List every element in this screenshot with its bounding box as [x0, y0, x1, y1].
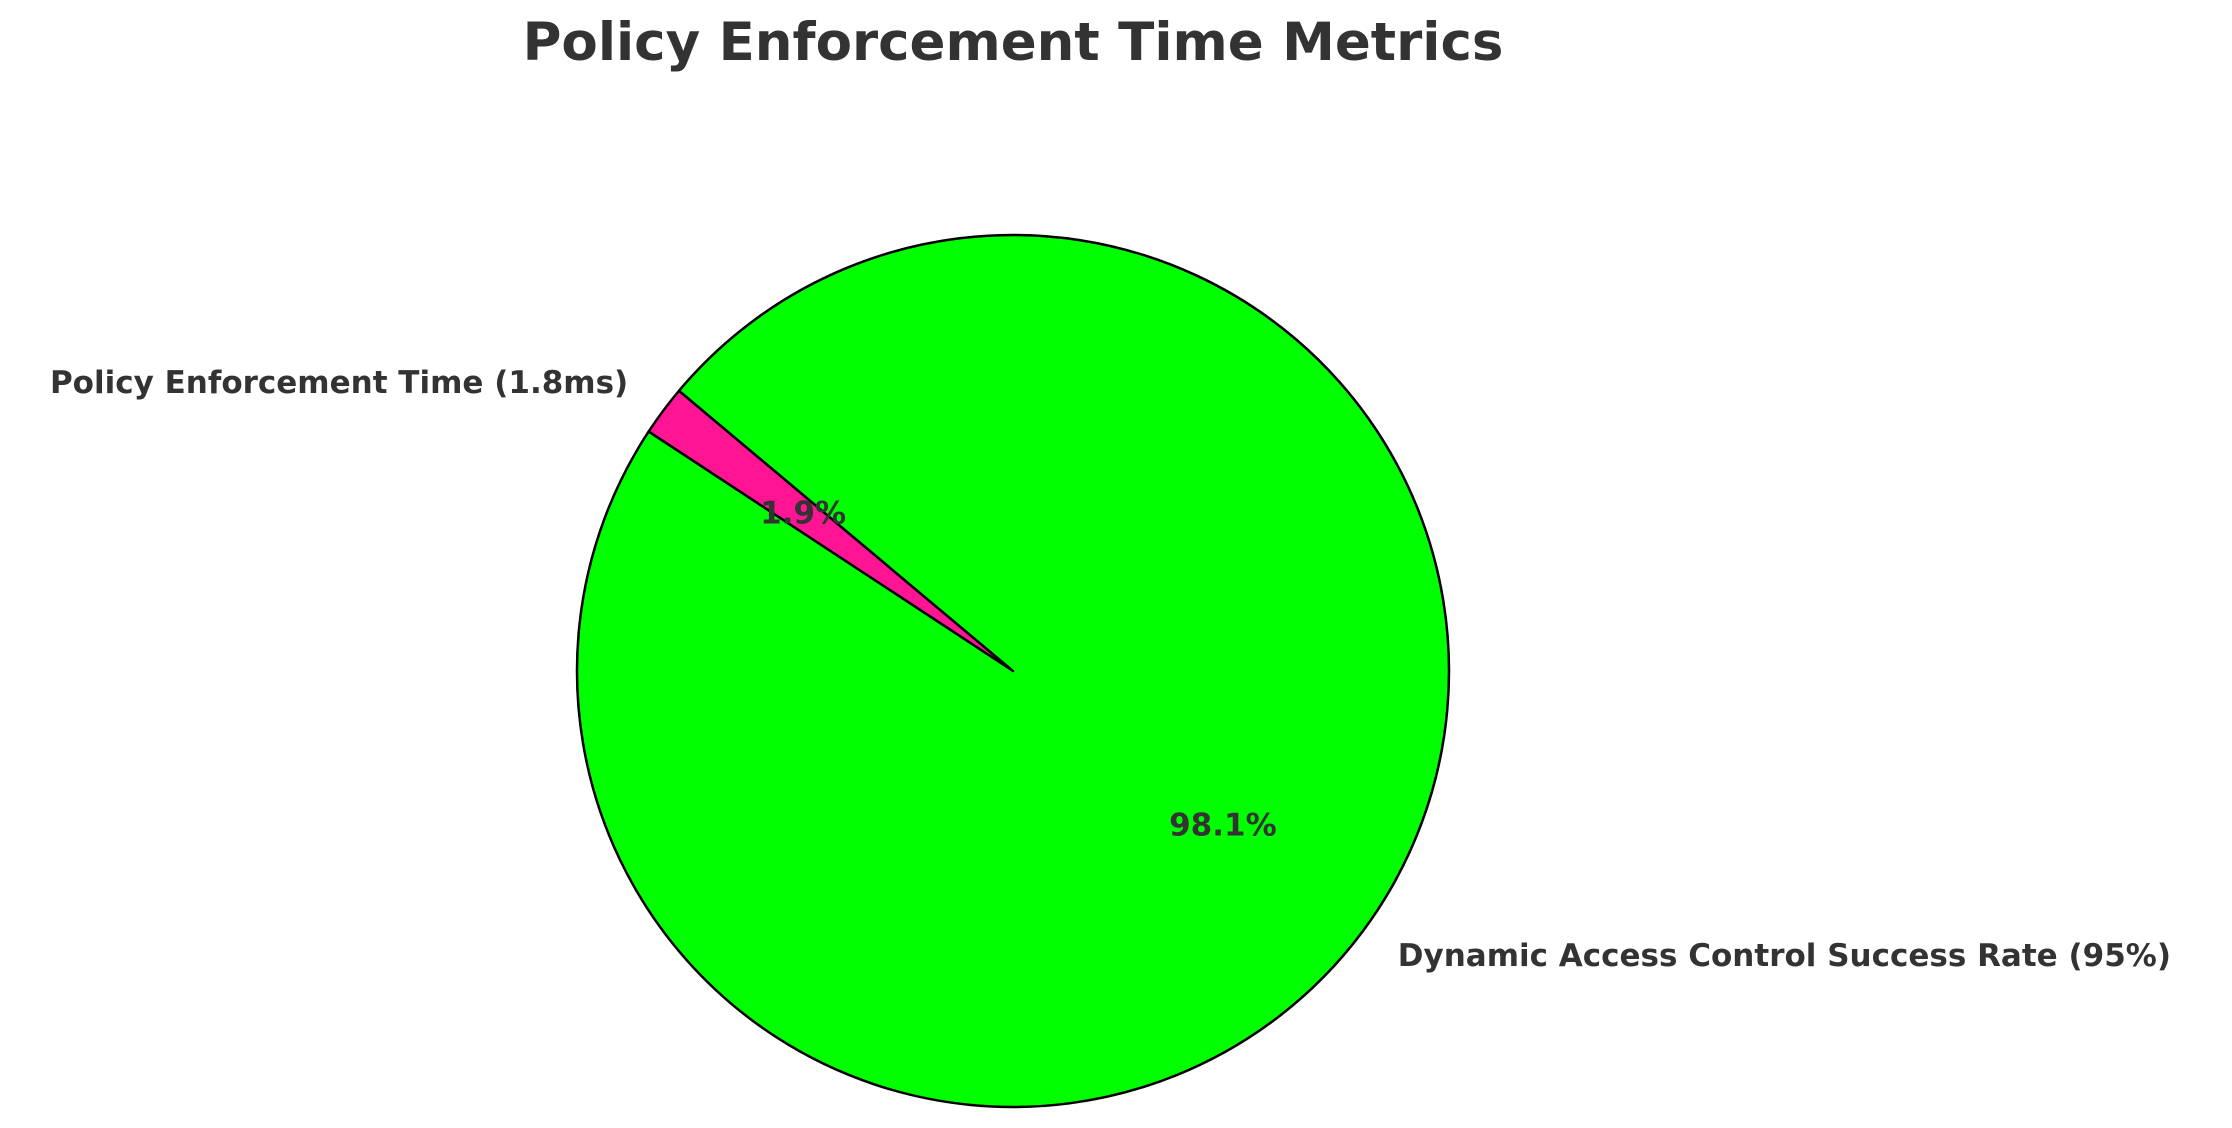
slice-percent-0: 1.9% [760, 495, 846, 531]
pie-slices [575, 233, 1451, 1109]
slice-percent-1: 98.1% [1169, 808, 1277, 844]
chart-title: Policy Enforcement Time Metrics [523, 12, 1504, 73]
pie-labels: Policy Enforcement Time (1.8ms) 1.9% Dynam… [50, 365, 2171, 974]
pie-slice-1 [575, 233, 1451, 1109]
slice-label-0: Policy Enforcement Time (1.8ms) [50, 365, 628, 401]
slice-label-1: Dynamic Access Control Success Rate (95%… [1398, 938, 2171, 974]
